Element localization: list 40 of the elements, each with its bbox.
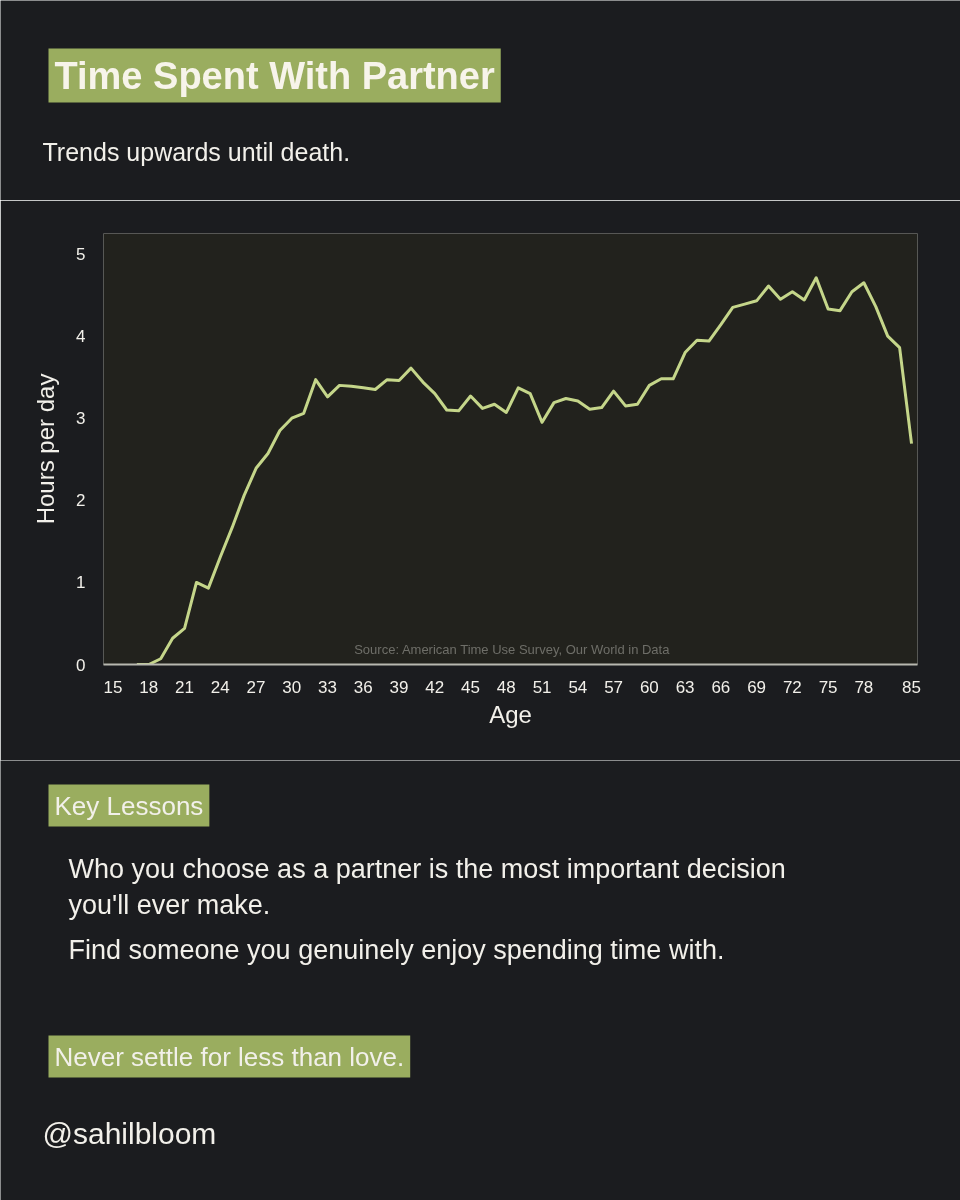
y-tick-label: 2	[76, 491, 86, 511]
x-tick-label: 60	[639, 677, 659, 697]
x-tick-label: 42	[425, 677, 445, 697]
chart-subtitle: Trends upwards until death.	[42, 137, 351, 166]
x-tick-label: 54	[568, 677, 588, 697]
x-tick-label: 72	[782, 677, 802, 697]
text: Never settle for less than love.	[54, 1041, 405, 1072]
x-tick-label: 27	[246, 677, 266, 697]
chart-title: Time Spent With Partner	[54, 54, 495, 97]
line-series	[135, 276, 914, 665]
x-tick-label: 18	[139, 677, 159, 697]
x-tick-label: 45	[461, 677, 481, 697]
x-tick-label: 63	[675, 677, 695, 697]
x-tick-label: 75	[818, 677, 838, 697]
x-tick-label: 51	[532, 677, 552, 697]
x-tick-label: 78	[854, 677, 874, 697]
y-tick-label: 5	[76, 245, 86, 265]
y-axis-title: Hours per day	[32, 373, 60, 525]
x-tick-label: 15	[103, 677, 123, 697]
x-tick-label: 66	[711, 677, 731, 697]
x-tick-label: 33	[318, 677, 338, 697]
y-tick-label: 1	[76, 573, 86, 593]
annotation: Source: American Time Use Survey, Our World in Data	[354, 641, 671, 657]
x-tick-label: 36	[353, 677, 373, 697]
x-tick-label: 85	[902, 677, 922, 697]
x-tick-label: 21	[175, 677, 195, 697]
x-tick-label: 69	[747, 677, 767, 697]
text: Who you choose as a partner is the most important decision you'll ever make.	[68, 853, 786, 920]
text: Key Lessons	[54, 790, 204, 821]
text: Find someone you genuinely enjoy spending time with.	[68, 934, 725, 965]
x-tick-label: 39	[389, 677, 409, 697]
x-axis-title: Age	[489, 700, 532, 728]
y-tick-label: 3	[76, 409, 86, 429]
x-tick-label: 24	[210, 677, 230, 697]
x-tick-label: 57	[604, 677, 624, 697]
y-tick-label: 4	[76, 327, 86, 347]
y-tick-label: 0	[76, 655, 86, 675]
x-tick-label: 30	[282, 677, 302, 697]
x-tick-label: 48	[496, 677, 516, 697]
text: @sahilbloom	[42, 1116, 217, 1150]
